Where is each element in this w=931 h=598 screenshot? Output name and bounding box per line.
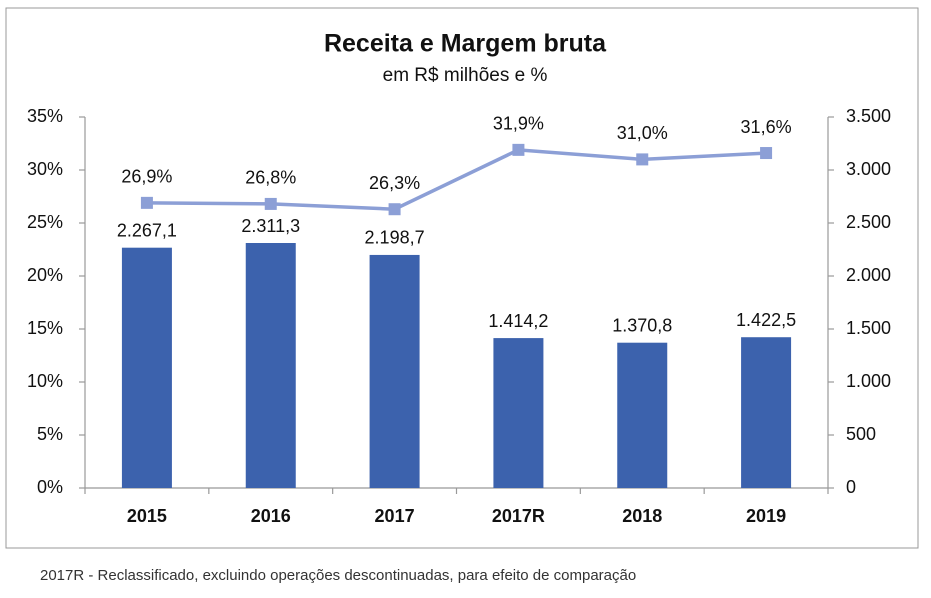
- y-tick-label: 0%: [37, 477, 63, 497]
- bar-label: 2.198,7: [365, 228, 425, 248]
- y2-tick-label: 1.000: [846, 371, 891, 391]
- y2-tick-label: 500: [846, 424, 876, 444]
- x-tick-label: 2017: [375, 506, 415, 526]
- y-tick-label: 30%: [27, 159, 63, 179]
- x-tick-label: 2019: [746, 506, 786, 526]
- y2-tick-label: 2.500: [846, 212, 891, 232]
- line-label: 26,3%: [369, 173, 420, 193]
- bar-label: 1.414,2: [488, 311, 548, 331]
- bar: [245, 243, 296, 488]
- line-marker: [760, 147, 773, 160]
- chart-title: Receita e Margem bruta: [324, 30, 607, 58]
- y2-tick-label: 1.500: [846, 318, 891, 338]
- line-label: 31,9%: [493, 114, 544, 134]
- line: [146, 148, 767, 211]
- line-label: 26,9%: [121, 167, 172, 187]
- y2-tick-label: 3.000: [846, 159, 891, 179]
- line-marker: [388, 203, 401, 216]
- line-marker: [636, 153, 649, 166]
- bar-label: 2.311,3: [241, 216, 300, 236]
- line-marker: [264, 197, 277, 210]
- y-tick-label: 20%: [27, 265, 63, 285]
- y2-tick-label: 2.000: [846, 265, 891, 285]
- bar: [617, 342, 668, 488]
- bar: [121, 247, 172, 488]
- y-tick-label: 15%: [27, 318, 63, 338]
- x-tick-label: 2016: [251, 506, 291, 526]
- bar: [741, 337, 792, 488]
- y2-tick-label: 3.500: [846, 106, 891, 126]
- line-label: 26,8%: [245, 168, 296, 188]
- footnote: 2017R - Reclassificado, excluindo operaç…: [40, 567, 636, 584]
- bar: [369, 254, 420, 488]
- bar-label: 1.370,8: [612, 315, 672, 335]
- line-marker: [512, 143, 525, 156]
- x-tick-label: 2018: [622, 506, 662, 526]
- x-tick-label: 2017R: [492, 506, 545, 526]
- y-tick-label: 5%: [37, 424, 63, 444]
- line-marker: [140, 196, 153, 209]
- bar: [493, 338, 544, 488]
- bar-label: 1.422,5: [736, 310, 796, 330]
- line-label: 31,0%: [617, 123, 668, 143]
- x-tick-label: 2015: [127, 506, 167, 526]
- bar-label: 2.267,1: [117, 220, 177, 240]
- y-tick-label: 10%: [27, 371, 63, 391]
- y2-tick-label: 0: [846, 477, 856, 497]
- y-tick-label: 35%: [27, 106, 63, 126]
- y-tick-label: 25%: [27, 212, 63, 232]
- line-label: 31,6%: [741, 117, 792, 137]
- chart-subtitle: em R$ milhões e %: [383, 65, 548, 86]
